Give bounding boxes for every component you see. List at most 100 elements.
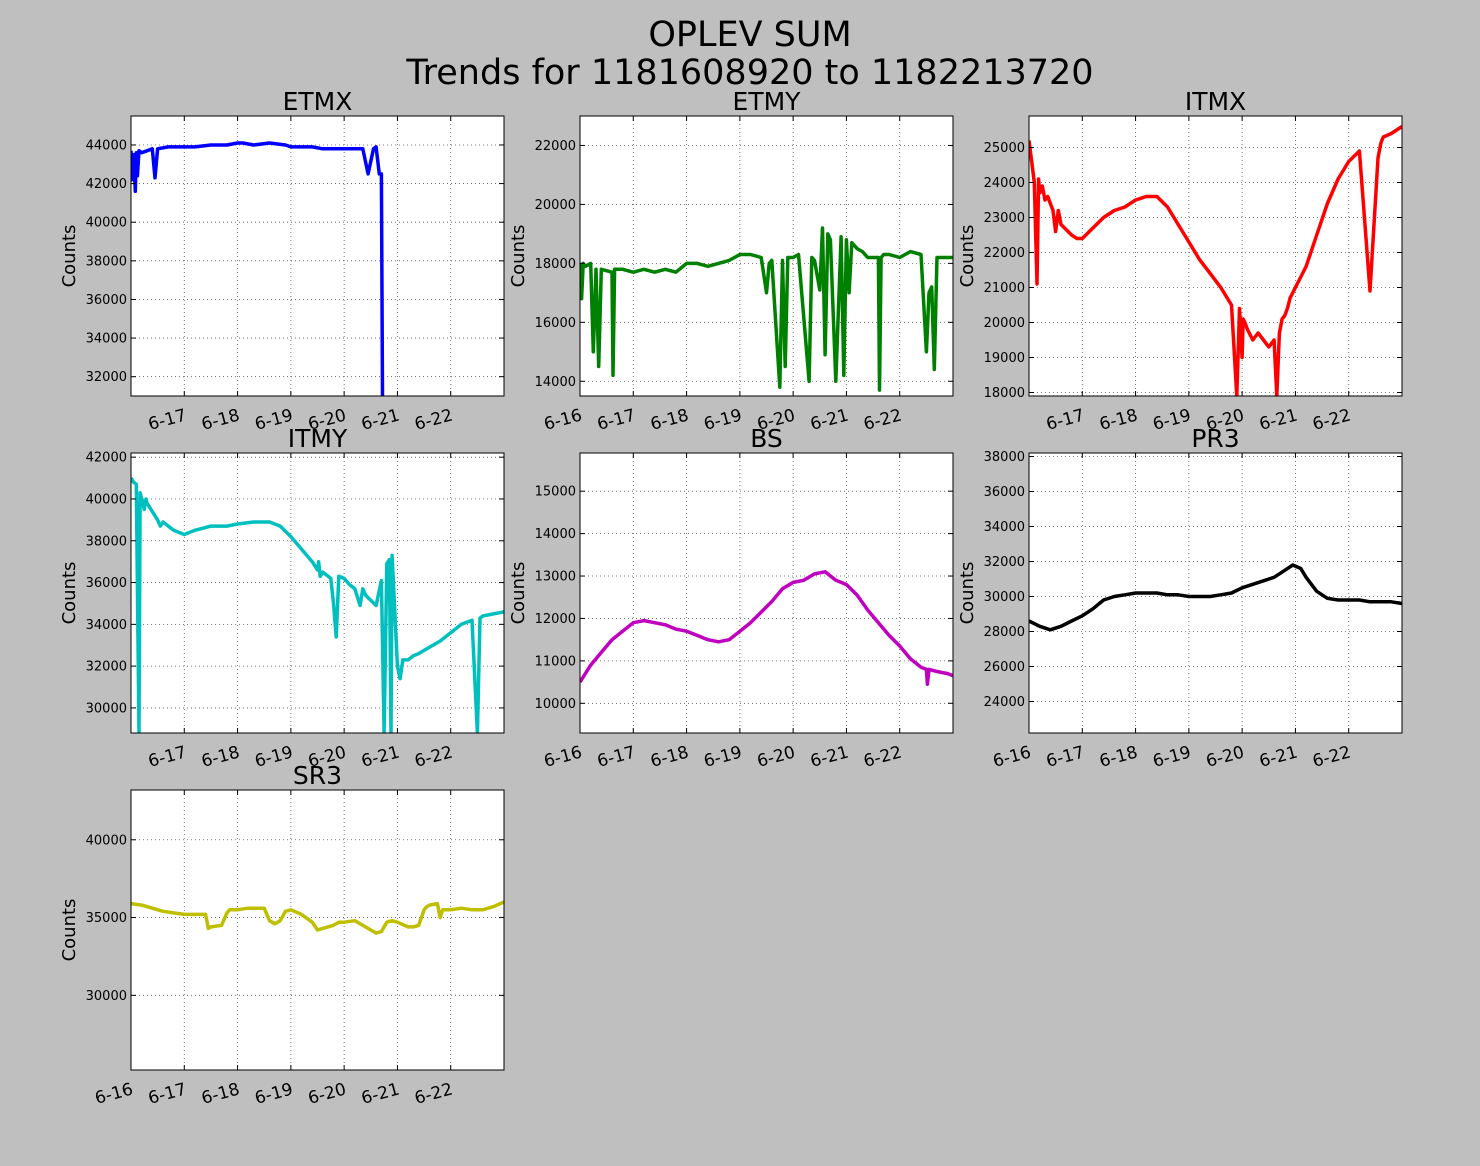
y-tick-label: 23000 [984, 211, 1025, 226]
subplot-title: BS [750, 424, 783, 453]
y-axis-label: Counts [59, 899, 80, 962]
x-tick-label: 6-18 [199, 1080, 241, 1109]
y-tick-label: 30000 [86, 701, 127, 716]
y-tick-label: 28000 [984, 625, 1025, 640]
x-tick-label: 6-21 [1257, 406, 1299, 435]
axes-frame [579, 115, 954, 397]
subplot-sr3: 30000 35000 40000 6-16 6-17 6-18 6-19 6-20 6-21 6… [59, 761, 505, 1109]
y-tick-label: 13000 [535, 570, 576, 585]
x-tick-label: 6-16 [93, 1080, 135, 1109]
x-tick-label: 6-17 [1044, 406, 1086, 435]
x-tick-label: 6-20 [1204, 743, 1246, 772]
y-tick-label: 42000 [86, 177, 127, 192]
y-tick-label: 18000 [984, 386, 1025, 401]
y-tick-label: 18000 [535, 257, 576, 272]
y-tick-label: 11000 [535, 654, 576, 669]
y-axis-label: Counts [59, 225, 80, 288]
y-tick-label: 24000 [984, 695, 1025, 710]
y-tick-label: 36000 [86, 293, 127, 308]
x-tick-label: 6-20 [755, 743, 797, 772]
figure-subtitle: Trends for 1181608920 to 1182213720 [406, 53, 1094, 93]
y-tick-label: 32000 [86, 660, 127, 675]
x-tick-label: 6-16 [542, 406, 584, 435]
subplot-itmx: 18000 19000 20000 21000 22000 23000 24000 25000… [957, 87, 1403, 435]
series-line-pr3 [1029, 563, 1402, 632]
subplot-itmy: 30000 32000 34000 36000 38000 40000 42000 6-17 6… [59, 424, 505, 772]
y-tick-label: 20000 [535, 198, 576, 213]
subplot-title: ITMY [288, 424, 348, 453]
series-line-itmx [1029, 125, 1402, 396]
x-tick-label: 6-22 [862, 406, 904, 435]
x-tick-label: 6-22 [1311, 743, 1353, 772]
series-line-etmx [131, 141, 385, 396]
plot-area [131, 116, 504, 396]
y-tick-label: 36000 [86, 576, 127, 591]
x-tick-label: 6-19 [702, 743, 744, 772]
x-tick-label: 6-22 [862, 743, 904, 772]
x-tick-label: 6-22 [413, 1080, 455, 1109]
series-line-etmy [580, 226, 953, 392]
subplot-bs: 10000 11000 12000 13000 14000 15000 6-16 6-17 6-… [508, 424, 954, 772]
x-tick-label: 6-17 [1044, 743, 1086, 772]
subplot-title: SR3 [293, 761, 342, 790]
y-tick-label: 38000 [984, 450, 1025, 465]
y-tick-label: 42000 [86, 451, 127, 466]
y-tick-label: 30000 [86, 989, 127, 1004]
subplot-title: ETMX [283, 87, 353, 116]
y-tick-label: 40000 [86, 492, 127, 507]
x-tick-label: 6-21 [808, 743, 850, 772]
axes-frame [130, 452, 505, 734]
x-tick-label: 6-21 [1257, 743, 1299, 772]
x-tick-label: 6-19 [253, 743, 295, 772]
plot-area [1029, 453, 1402, 733]
figure-title: OPLEV SUM [648, 15, 852, 55]
y-tick-label: 15000 [535, 485, 576, 500]
x-tick-label: 6-17 [595, 743, 637, 772]
y-tick-label: 20000 [984, 316, 1025, 331]
y-tick-label: 19000 [984, 351, 1025, 366]
x-tick-label: 6-19 [1151, 406, 1193, 435]
x-tick-label: 6-20 [306, 1080, 348, 1109]
y-tick-label: 12000 [535, 612, 576, 627]
x-tick-label: 6-17 [595, 406, 637, 435]
subplot-title: ITMX [1185, 87, 1246, 116]
y-tick-label: 30000 [984, 590, 1025, 605]
x-tick-label: 6-18 [199, 406, 241, 435]
axes-frame [130, 789, 505, 1071]
series-line-itmy [131, 477, 504, 733]
plot-area [580, 453, 953, 733]
y-tick-label: 14000 [535, 375, 576, 390]
y-tick-label: 35000 [86, 911, 127, 926]
x-tick-label: 6-19 [702, 406, 744, 435]
y-tick-label: 14000 [535, 527, 576, 542]
x-tick-label: 6-17 [146, 743, 188, 772]
x-tick-label: 6-22 [413, 743, 455, 772]
y-tick-label: 38000 [86, 534, 127, 549]
x-tick-label: 6-21 [359, 406, 401, 435]
plot-area [1029, 116, 1402, 396]
y-axis-label: Counts [508, 562, 529, 625]
x-tick-label: 6-18 [1097, 406, 1139, 435]
y-axis-label: Counts [957, 562, 978, 625]
y-tick-label: 32000 [984, 555, 1025, 570]
axes-frame [130, 115, 505, 397]
subplot-title: PR3 [1191, 424, 1239, 453]
y-tick-label: 24000 [984, 176, 1025, 191]
y-tick-label: 22000 [535, 139, 576, 154]
plot-area [131, 453, 504, 733]
y-axis-label: Counts [957, 225, 978, 288]
x-tick-label: 6-18 [648, 406, 690, 435]
x-tick-label: 6-16 [542, 743, 584, 772]
subplot-pr3: 24000 26000 28000 30000 32000 34000 36000 38000… [957, 424, 1403, 772]
x-tick-label: 6-22 [1311, 406, 1353, 435]
y-axis-label: Counts [59, 562, 80, 625]
y-axis-label: Counts [508, 225, 529, 288]
subplot-etmx: 32000 34000 36000 38000 40000 42000 44000 6-17 6… [59, 87, 505, 435]
y-tick-label: 25000 [984, 141, 1025, 156]
x-tick-label: 6-17 [146, 406, 188, 435]
y-tick-label: 34000 [984, 520, 1025, 535]
y-tick-label: 34000 [86, 618, 127, 633]
x-tick-label: 6-18 [199, 743, 241, 772]
x-tick-label: 6-21 [359, 743, 401, 772]
